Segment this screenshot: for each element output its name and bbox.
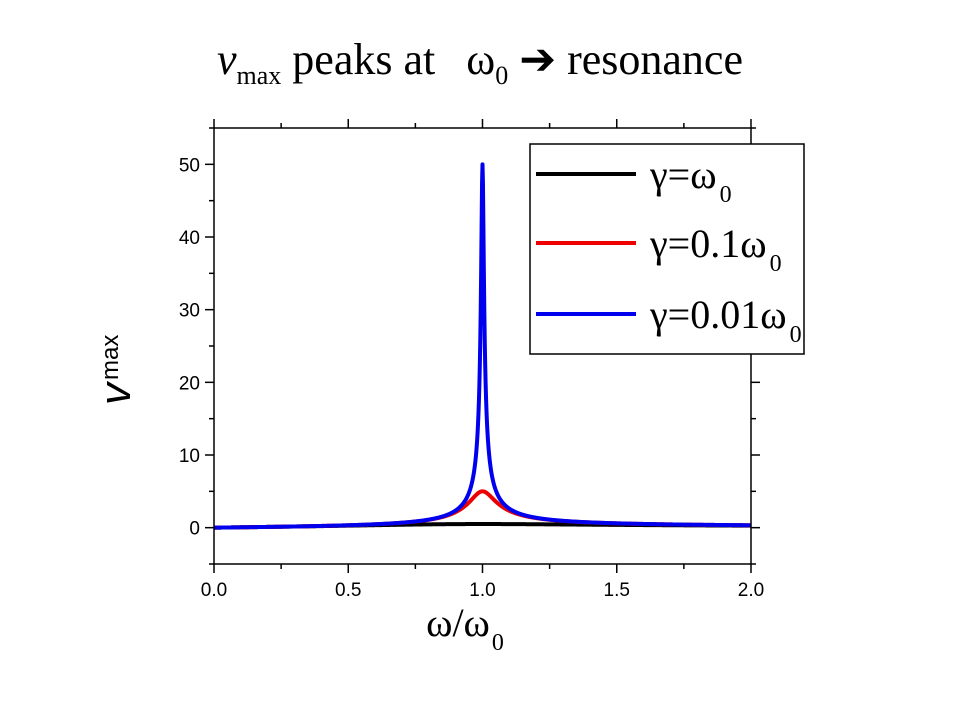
arrow-icon: ➔ bbox=[519, 35, 557, 84]
y-tick-label: 10 bbox=[179, 446, 200, 467]
y-tick-label: 50 bbox=[179, 155, 200, 176]
legend-label-0: γ=ω 0 bbox=[649, 152, 732, 208]
y-tick-label: 40 bbox=[179, 228, 200, 249]
y-tick-label: 0 bbox=[189, 519, 200, 540]
y-tick-label: 30 bbox=[179, 301, 200, 322]
title-v-subscript: max bbox=[236, 61, 282, 90]
title-resonance: resonance bbox=[567, 35, 743, 84]
axis-tick-labels: 0.0 0.5 1.0 1.5 2.0 0 10 20 30 40 50 bbox=[179, 155, 764, 601]
legend-label-1: γ=0.1ω 0 bbox=[649, 221, 782, 277]
x-tick-label: 2.0 bbox=[738, 580, 764, 601]
x-tick-label: 1.5 bbox=[604, 580, 630, 601]
legend-label-2: γ=0.01ω 0 bbox=[649, 292, 802, 348]
y-tick-label: 20 bbox=[179, 373, 200, 394]
title-omega: ω bbox=[466, 35, 496, 84]
series-line-2 bbox=[212, 162, 753, 530]
x-tick-label: 1.0 bbox=[469, 580, 495, 601]
x-tick-label: 0.0 bbox=[201, 580, 227, 601]
plot-lines bbox=[212, 162, 753, 530]
y-axis-label: vmax bbox=[91, 335, 140, 405]
x-tick-label: 0.5 bbox=[335, 580, 361, 601]
legend-box bbox=[529, 143, 805, 355]
slide-title: vmax peaks at ω0 ➔ resonance bbox=[0, 38, 960, 89]
svg-text:vmax: vmax bbox=[91, 335, 140, 405]
x-axis-label: ω/ω0 bbox=[426, 600, 504, 656]
title-v: v bbox=[217, 35, 237, 84]
title-peaks-at: peaks at bbox=[292, 35, 436, 84]
legend: γ=ω 0 γ=0.1ω 0 γ=0.01ω 0 bbox=[529, 143, 805, 355]
title-omega-subscript: 0 bbox=[495, 61, 509, 90]
